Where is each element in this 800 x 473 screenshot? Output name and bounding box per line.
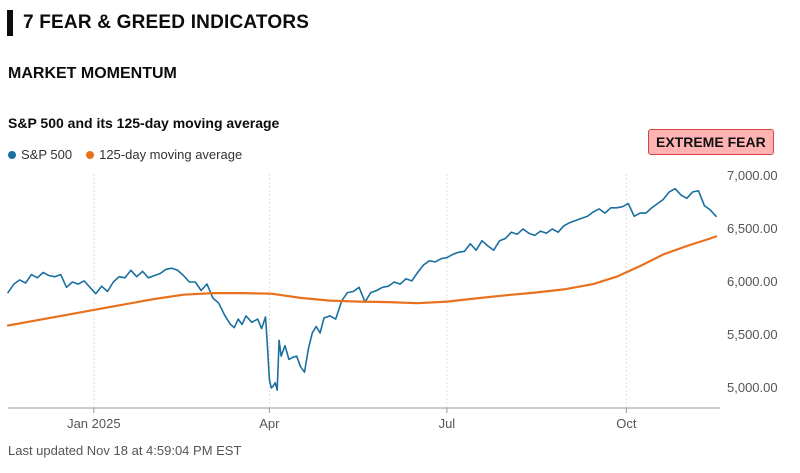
legend-dot-moving-average [86, 150, 95, 159]
legend-item-sp500[interactable]: S&P 500 [8, 147, 72, 162]
y-tick-label-4: 7,000.00 [727, 168, 778, 183]
y-tick-label-2: 6,000.00 [727, 274, 778, 289]
section-header: 7 FEAR & GREED INDICATORS [7, 10, 309, 36]
y-tick-label-3: 6,500.00 [727, 221, 778, 236]
legend-label-moving-average: 125-day moving average [99, 147, 243, 162]
y-tick-label-0: 5,000.00 [727, 380, 778, 395]
chart-legend: S&P 500 125-day moving average [8, 147, 256, 162]
section-accent-bar [7, 10, 13, 36]
x-tick-label-3: Oct [616, 416, 637, 431]
x-tick-label-0: Jan 2025 [67, 416, 121, 431]
moving-average-line [6, 235, 718, 327]
legend-label-sp500: S&P 500 [21, 147, 73, 162]
y-tick-label-1: 5,500.00 [727, 327, 778, 342]
legend-dot-sp500 [8, 150, 16, 159]
last-updated: Last updated Nov 18 at 4:59:04 PM EST [8, 443, 242, 458]
sp500-line [7, 187, 717, 391]
section-title: 7 FEAR & GREED INDICATORS [23, 12, 310, 33]
line-chart: 5,000.00 5,500.00 6,000.00 6,500.00 7,000.00… [6, 168, 778, 431]
chart-title: S&P 500 and its 125-day moving average [8, 115, 280, 131]
indicator-title: MARKET MOMENTUM [8, 65, 177, 82]
sentiment-badge: EXTREME FEAR [648, 129, 774, 155]
x-tick-label-2: Jul [439, 416, 456, 431]
x-tick-label-1: Apr [259, 416, 280, 431]
legend-item-moving-average[interactable]: 125-day moving average [86, 147, 242, 162]
